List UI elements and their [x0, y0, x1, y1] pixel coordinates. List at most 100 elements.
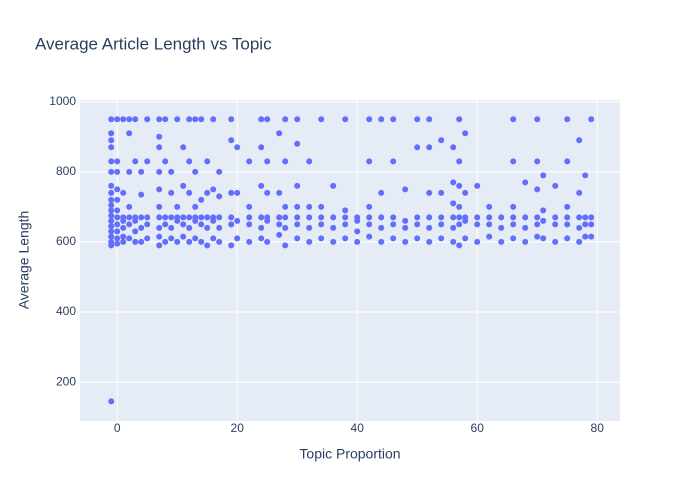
- point: [282, 242, 289, 249]
- point: [306, 158, 313, 165]
- point: [510, 214, 517, 221]
- point: [162, 214, 169, 221]
- point: [426, 224, 433, 231]
- point: [552, 214, 559, 221]
- point: [132, 214, 139, 221]
- point: [330, 182, 337, 189]
- point: [414, 221, 421, 228]
- point: [390, 158, 397, 165]
- point: [162, 116, 169, 123]
- point: [246, 203, 253, 210]
- point: [126, 168, 133, 175]
- point: [210, 116, 217, 123]
- point: [228, 116, 235, 123]
- point: [162, 221, 169, 228]
- point: [582, 221, 589, 228]
- point: [276, 214, 283, 221]
- point: [156, 203, 163, 210]
- x-tick-label: 60: [471, 421, 485, 435]
- point: [510, 116, 517, 123]
- point: [108, 130, 115, 137]
- point: [390, 235, 397, 242]
- point: [108, 217, 115, 224]
- point: [216, 193, 223, 200]
- point: [198, 214, 205, 221]
- point: [108, 196, 115, 203]
- point: [294, 235, 301, 242]
- point: [228, 242, 235, 249]
- point: [126, 235, 133, 242]
- point: [462, 189, 469, 196]
- point: [354, 238, 361, 245]
- point: [456, 242, 463, 249]
- point: [228, 221, 235, 228]
- point: [342, 214, 349, 221]
- point: [456, 182, 463, 189]
- point: [276, 130, 283, 137]
- point: [426, 189, 433, 196]
- point: [168, 214, 175, 221]
- point: [390, 116, 397, 123]
- grid: [80, 100, 620, 421]
- point: [204, 214, 211, 221]
- point: [402, 224, 409, 231]
- point: [120, 233, 127, 240]
- point: [132, 158, 139, 165]
- point: [210, 235, 217, 242]
- point: [462, 235, 469, 242]
- point: [378, 224, 385, 231]
- point: [540, 207, 547, 214]
- point: [210, 214, 217, 221]
- point: [108, 207, 115, 214]
- point: [342, 221, 349, 228]
- point: [108, 137, 115, 144]
- point: [234, 235, 241, 242]
- point: [486, 221, 493, 228]
- point: [294, 203, 301, 210]
- point: [144, 214, 151, 221]
- point: [186, 158, 193, 165]
- point: [108, 158, 115, 165]
- point: [168, 235, 175, 242]
- point: [138, 168, 145, 175]
- point: [378, 214, 385, 221]
- y-tick-label: 600: [56, 234, 76, 248]
- point: [588, 214, 595, 221]
- point: [498, 214, 505, 221]
- point: [132, 116, 139, 123]
- point: [186, 189, 193, 196]
- point: [168, 224, 175, 231]
- point: [282, 116, 289, 123]
- point: [510, 235, 517, 242]
- y-tick-label: 1000: [49, 94, 76, 108]
- point: [582, 233, 589, 240]
- point: [540, 172, 547, 179]
- point: [306, 214, 313, 221]
- point: [132, 238, 139, 245]
- point: [108, 144, 115, 151]
- point: [438, 221, 445, 228]
- point: [402, 238, 409, 245]
- point: [156, 242, 163, 249]
- point: [540, 217, 547, 224]
- point: [216, 214, 223, 221]
- point: [198, 221, 205, 228]
- point: [264, 116, 271, 123]
- point: [276, 231, 283, 238]
- point: [294, 116, 301, 123]
- point: [510, 203, 517, 210]
- point: [204, 242, 211, 249]
- point: [246, 214, 253, 221]
- point: [456, 203, 463, 210]
- point: [426, 238, 433, 245]
- point: [264, 238, 271, 245]
- point: [258, 224, 265, 231]
- point: [486, 233, 493, 240]
- point: [522, 238, 529, 245]
- point: [366, 214, 373, 221]
- point: [156, 133, 163, 140]
- point: [126, 221, 133, 228]
- point: [258, 214, 265, 221]
- point: [120, 214, 127, 221]
